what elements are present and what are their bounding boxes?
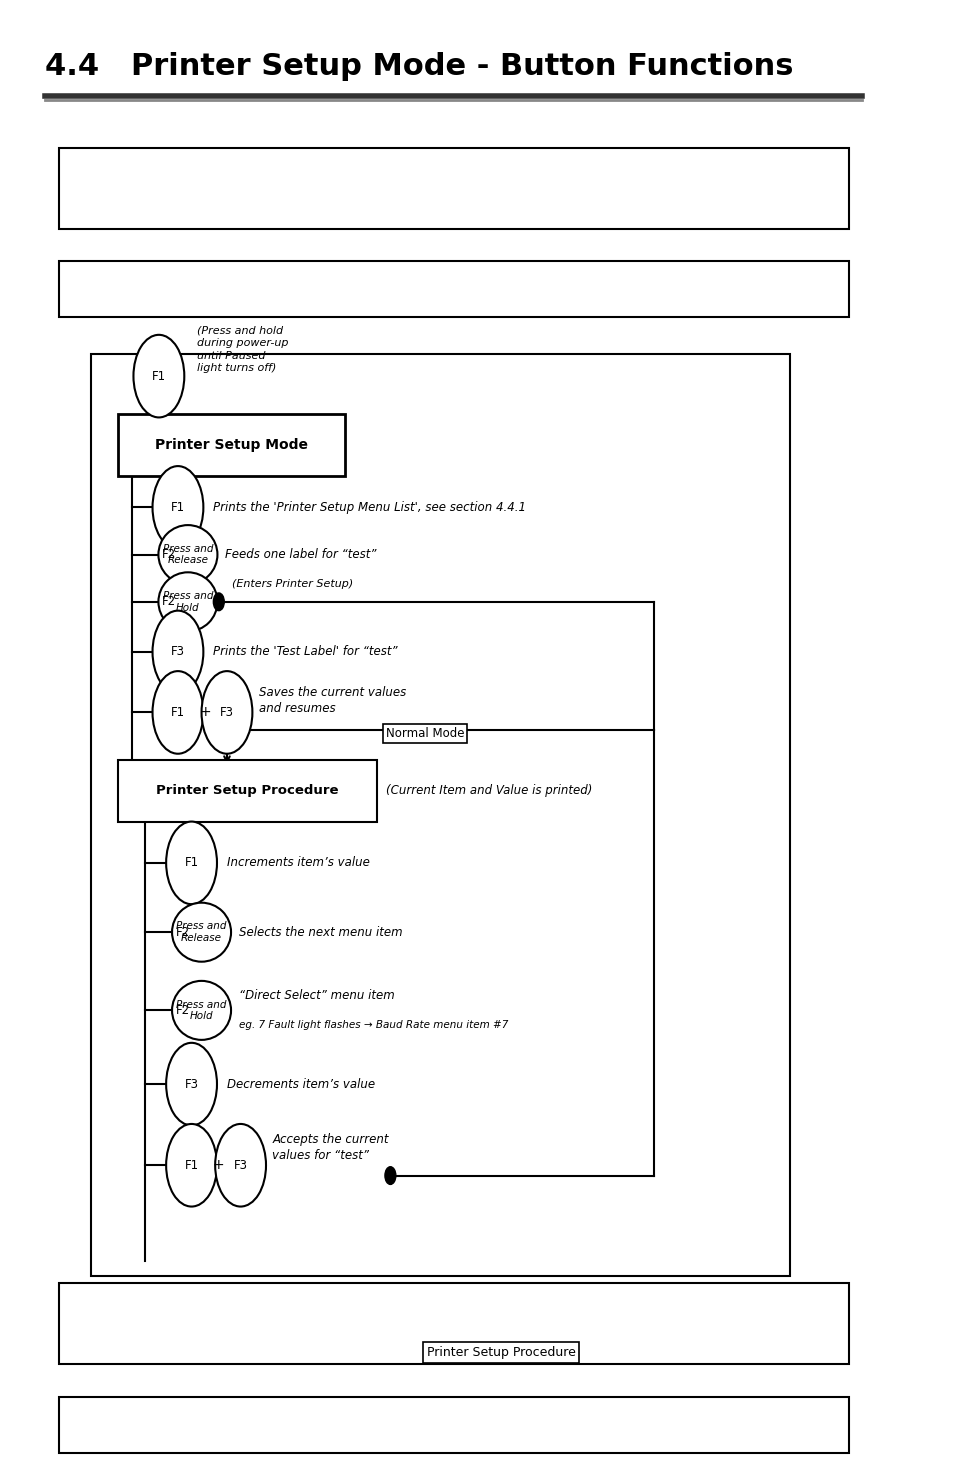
Text: F2: F2 <box>162 549 175 560</box>
Text: F1: F1 <box>152 370 166 382</box>
Text: F1: F1 <box>184 1159 198 1171</box>
Circle shape <box>201 671 253 754</box>
Text: Accepts the current
values for “test”: Accepts the current values for “test” <box>272 1133 389 1162</box>
FancyBboxPatch shape <box>59 1283 848 1364</box>
Text: Increments item’s value: Increments item’s value <box>227 857 370 869</box>
FancyBboxPatch shape <box>118 760 376 822</box>
Text: Printer Setup Procedure: Printer Setup Procedure <box>426 1347 575 1358</box>
Text: Prints the 'Test Label' for “test”: Prints the 'Test Label' for “test” <box>213 646 397 658</box>
Text: (Current Item and Value is printed): (Current Item and Value is printed) <box>385 785 592 796</box>
Text: Press and
Release: Press and Release <box>176 922 227 943</box>
Text: F3: F3 <box>184 1078 198 1090</box>
Ellipse shape <box>172 903 231 962</box>
Text: F3: F3 <box>171 646 185 658</box>
Text: (Enters Printer Setup): (Enters Printer Setup) <box>232 580 353 589</box>
Text: 4.4   Printer Setup Mode - Button Functions: 4.4 Printer Setup Mode - Button Function… <box>46 52 793 81</box>
Text: Prints the 'Printer Setup Menu List', see section 4.4.1: Prints the 'Printer Setup Menu List', se… <box>213 502 526 513</box>
FancyBboxPatch shape <box>59 261 848 317</box>
FancyBboxPatch shape <box>59 148 848 229</box>
Text: (Press and hold
during power-up
until Paused
light turns off): (Press and hold during power-up until Pa… <box>197 326 288 373</box>
Ellipse shape <box>172 981 231 1040</box>
Text: F2: F2 <box>175 1004 190 1016</box>
FancyBboxPatch shape <box>118 414 345 476</box>
Text: Saves the current values
and resumes: Saves the current values and resumes <box>258 686 406 715</box>
Text: Printer Setup Mode: Printer Setup Mode <box>154 438 308 453</box>
Text: Printer Setup Procedure: Printer Setup Procedure <box>156 785 338 796</box>
Circle shape <box>385 1167 395 1184</box>
Text: Selects the next menu item: Selects the next menu item <box>238 926 402 938</box>
Circle shape <box>133 335 184 417</box>
Ellipse shape <box>158 572 217 631</box>
Circle shape <box>152 466 203 549</box>
Circle shape <box>152 671 203 754</box>
Text: F3: F3 <box>233 1159 248 1171</box>
Circle shape <box>215 1124 266 1207</box>
Text: F3: F3 <box>220 707 233 718</box>
Circle shape <box>152 611 203 693</box>
Circle shape <box>213 593 224 611</box>
Circle shape <box>166 822 216 904</box>
Ellipse shape <box>158 525 217 584</box>
Text: +: + <box>213 1158 224 1173</box>
Text: Press and
Release: Press and Release <box>163 544 213 565</box>
FancyBboxPatch shape <box>59 1397 848 1453</box>
Circle shape <box>166 1124 216 1207</box>
Text: F1: F1 <box>184 857 198 869</box>
Text: F2: F2 <box>175 926 190 938</box>
Text: Press and
Hold: Press and Hold <box>176 1000 227 1021</box>
Text: Press and
Hold: Press and Hold <box>163 591 213 612</box>
Text: F1: F1 <box>171 502 185 513</box>
Text: F2: F2 <box>162 596 175 608</box>
Text: Feeds one label for “test”: Feeds one label for “test” <box>225 549 376 560</box>
Circle shape <box>166 1043 216 1125</box>
Text: +: + <box>199 705 211 720</box>
Text: eg. 7 Fault light flashes → Baud Rate menu item #7: eg. 7 Fault light flashes → Baud Rate me… <box>238 1021 508 1030</box>
Text: F1: F1 <box>171 707 185 718</box>
Text: “Direct Select” menu item: “Direct Select” menu item <box>238 990 395 1002</box>
Text: Decrements item’s value: Decrements item’s value <box>227 1078 375 1090</box>
Text: Normal Mode: Normal Mode <box>385 727 464 739</box>
